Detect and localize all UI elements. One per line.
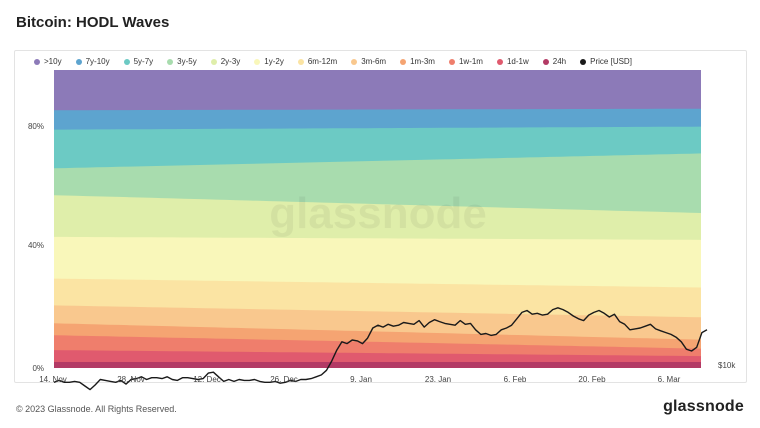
band-6m-12m	[54, 278, 701, 318]
copyright-text: © 2023 Glassnode. All Rights Reserved.	[16, 404, 177, 414]
legend-swatch	[210, 58, 217, 65]
legend-item-7y-10y[interactable]: 7y-10y	[75, 57, 110, 66]
legend-swatch	[297, 58, 304, 65]
legend-item-2y-3y[interactable]: 2y-3y	[210, 57, 241, 66]
legend-label: 1d-1w	[506, 57, 529, 66]
legend-swatch	[496, 58, 503, 65]
band-7y-10y	[54, 108, 701, 131]
x-tick-label: 28. Nov	[117, 375, 145, 384]
legend-label: 1m-3m	[410, 57, 435, 66]
legend-item-1d-1w[interactable]: 1d-1w	[496, 57, 529, 66]
legend-item-price-usd[interactable]: Price [USD]	[580, 57, 632, 66]
legend-swatch	[351, 58, 358, 65]
glassnode-watermark: glassnode	[269, 189, 487, 238]
legend-swatch	[580, 58, 587, 65]
band-3y-5y	[54, 153, 701, 214]
legend-swatch	[123, 58, 130, 65]
bands	[54, 70, 701, 368]
band-1d-1w	[54, 350, 701, 363]
chart-title: Bitcoin: HODL Waves	[16, 14, 170, 31]
x-tick-label: 12. Dec	[193, 375, 221, 384]
x-tick-label: 23. Jan	[425, 375, 451, 384]
x-tick-label: 9. Jan	[350, 375, 372, 384]
legend-item-24h[interactable]: 24h	[542, 57, 567, 66]
legend-item-3y-5y[interactable]: 3y-5y	[167, 57, 197, 66]
band-5y-7y	[54, 126, 701, 169]
legend-swatch	[254, 58, 261, 65]
x-tick-label: 20. Feb	[578, 375, 606, 384]
legend-swatch	[75, 58, 82, 65]
legend-item-6m-12m[interactable]: 6m-12m	[297, 57, 338, 66]
band-1m-3m	[54, 323, 701, 350]
x-tick-label: 6. Mar	[658, 375, 681, 384]
y-tick-label: 0%	[32, 364, 44, 373]
legend-item-1y-2y[interactable]: 1y-2y	[254, 57, 284, 66]
legend-label: 1w-1m	[458, 57, 483, 66]
chart-legend: >10y 7y-10y 5y-7y 3y-5y 2y-3y 1y-2y 6m-12m 3m-6…	[34, 57, 632, 66]
legend-label: 6m-12m	[307, 57, 338, 66]
legend-item-5y-7y[interactable]: 5y-7y	[123, 57, 154, 66]
legend-swatch	[34, 58, 40, 65]
band-1y-2y	[54, 236, 701, 289]
band-1w-1m	[54, 335, 701, 357]
legend-item-3m-6m[interactable]: 3m-6m	[351, 57, 386, 66]
legend-item-10y[interactable]: >10y	[34, 57, 62, 66]
legend-item-1w-1m[interactable]: 1w-1m	[448, 57, 483, 66]
chart-panel	[14, 50, 747, 383]
legend-label: 24h	[552, 57, 567, 66]
legend-swatch	[448, 58, 455, 65]
band-10y	[54, 70, 701, 111]
legend-item-1m-3m[interactable]: 1m-3m	[400, 57, 435, 66]
x-tick-label: 14. Nov	[39, 375, 67, 384]
price-line	[53, 307, 708, 391]
legend-label: >10y	[44, 57, 62, 66]
legend-label: 3m-6m	[361, 57, 387, 66]
legend-label: 1y-2y	[264, 57, 284, 66]
legend-label: 3y-5y	[177, 57, 197, 66]
legend-label: 2y-3y	[220, 57, 241, 66]
legend-label: 7y-10y	[85, 57, 110, 66]
x-tick-label: 26. Dec	[270, 375, 298, 384]
legend-label: Price [USD]	[590, 57, 632, 66]
band-24h	[54, 362, 701, 368]
legend-label: 5y-7y	[133, 57, 154, 66]
y-right-tick-label: $10k	[718, 361, 736, 370]
y-tick-label: 80%	[28, 122, 44, 131]
legend-swatch	[400, 58, 407, 65]
y-tick-label: 40%	[28, 241, 44, 250]
band-3m-6m	[54, 305, 701, 341]
legend-swatch	[542, 58, 549, 65]
legend-swatch	[167, 58, 174, 65]
glassnode-logo: glassnode	[663, 398, 744, 415]
band-2y-3y	[54, 195, 701, 241]
x-tick-label: 6. Feb	[504, 375, 527, 384]
